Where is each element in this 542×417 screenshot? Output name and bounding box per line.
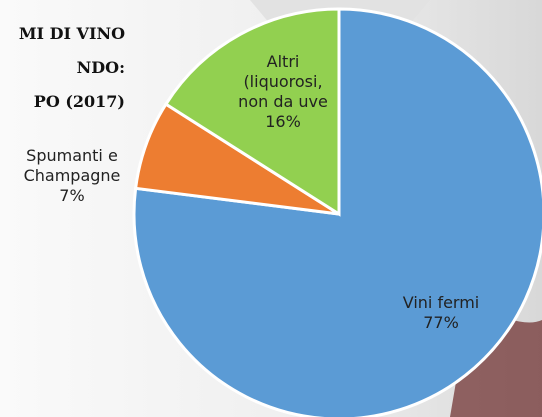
title-line: MI DI VINO bbox=[19, 24, 125, 43]
value-label: 16% bbox=[228, 112, 338, 132]
category-label: Altri (liquorosi, non da uve bbox=[228, 52, 338, 112]
value-label: 7% bbox=[7, 186, 137, 206]
chart: MI DI VINO NDO: PO (2017) Vini fermi77% S… bbox=[0, 0, 542, 417]
category-label: Vini fermi bbox=[386, 293, 496, 313]
pie bbox=[134, 9, 542, 417]
title-line: NDO: bbox=[77, 58, 125, 77]
title-line: PO (2017) bbox=[34, 92, 125, 111]
value-label: 77% bbox=[386, 313, 496, 333]
category-label: Spumanti e Champagne bbox=[7, 146, 137, 186]
